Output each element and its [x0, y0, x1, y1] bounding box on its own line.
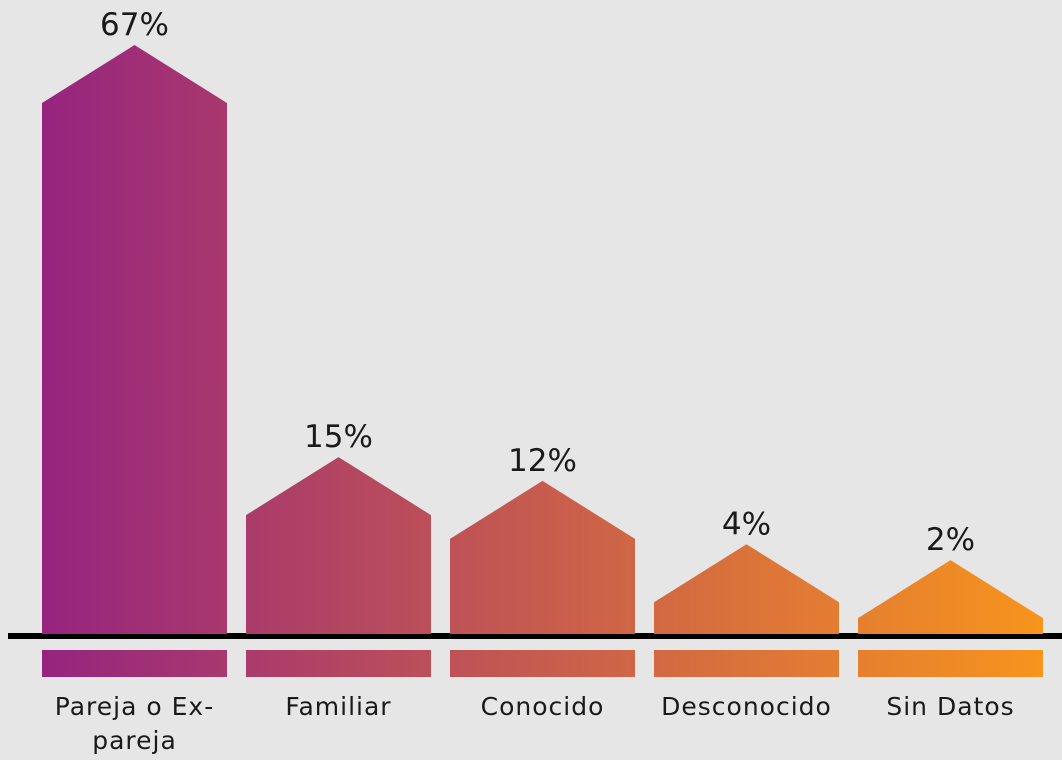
- value-label: 12%: [508, 443, 577, 479]
- bar: [654, 544, 839, 634]
- category-label: Desconocido: [661, 692, 832, 721]
- bar: [450, 480, 635, 634]
- bar: [858, 560, 1043, 634]
- value-label: 2%: [926, 522, 975, 558]
- bar: [246, 457, 431, 634]
- category-label: Pareja o Ex-pareja: [54, 692, 215, 755]
- category-label: Conocido: [480, 692, 605, 721]
- base-strip: [42, 650, 227, 677]
- base-strip: [246, 650, 431, 677]
- base-strip: [450, 650, 635, 677]
- category-label: Familiar: [285, 692, 392, 721]
- category-label: Sin Datos: [886, 692, 1015, 721]
- value-label: 4%: [722, 506, 771, 542]
- value-label: 15%: [304, 419, 373, 455]
- base-strip: [654, 650, 839, 677]
- value-label: 67%: [100, 7, 169, 43]
- bar: [42, 45, 227, 634]
- base-strip: [858, 650, 1043, 677]
